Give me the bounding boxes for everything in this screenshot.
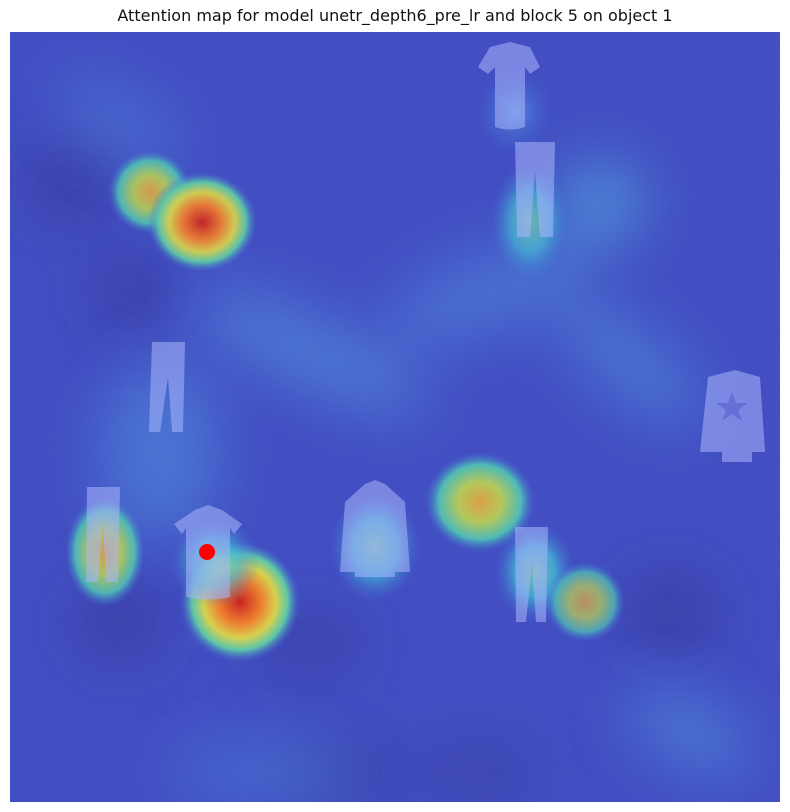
grain-overlay bbox=[10, 32, 780, 802]
query-point-marker bbox=[199, 544, 215, 560]
figure-title: Attention map for model unetr_depth6_pre… bbox=[117, 6, 673, 25]
attention-map-image bbox=[10, 32, 780, 802]
